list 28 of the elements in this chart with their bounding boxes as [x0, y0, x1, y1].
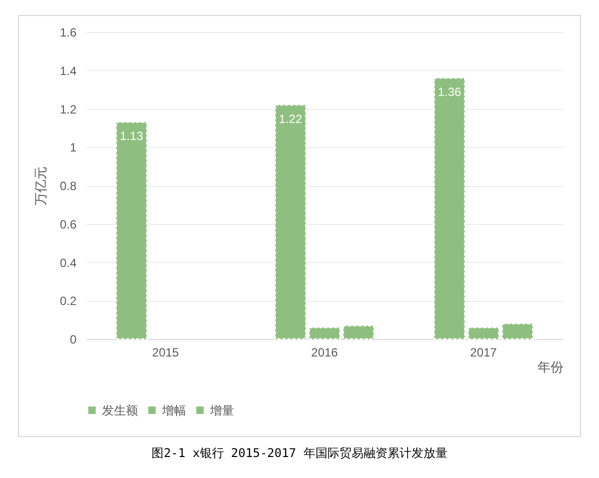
legend-label: 增量	[209, 403, 234, 418]
legend-label: 发生额	[102, 403, 138, 418]
bar	[308, 326, 341, 340]
bar	[115, 121, 148, 340]
y-tick-label: 0.2	[60, 294, 77, 308]
y-tick-label: 1.6	[60, 26, 77, 40]
data-label: 1.13	[120, 129, 144, 144]
x-tick-label: 2016	[311, 346, 338, 360]
y-tick-label: 1	[70, 140, 77, 155]
x-tick-label: 2015	[152, 346, 180, 360]
bar	[342, 324, 375, 340]
bar	[501, 322, 534, 340]
y-tick-label: 0	[70, 332, 77, 346]
y-tick-label: 0.6	[60, 217, 77, 232]
data-label: 1.22	[278, 112, 303, 126]
y-tick-label: 0.4	[60, 256, 77, 270]
legend-label: 增幅	[161, 403, 186, 418]
bar	[467, 326, 500, 340]
bar	[433, 77, 466, 340]
x-tick-label: 2017	[470, 346, 498, 360]
bar	[274, 104, 307, 340]
x-axis-title: 年份	[538, 360, 564, 374]
y-tick-label: 1.2	[60, 102, 77, 116]
y-tick-label: 1.4	[60, 64, 77, 78]
y-axis-title: 万亿元	[32, 166, 48, 206]
data-label: 1.36	[438, 85, 462, 100]
y-tick-label: 0.8	[60, 179, 77, 193]
caption: 图2-1 x银行 2015-2017 年国际贸易融资累计发放量	[150, 445, 448, 462]
